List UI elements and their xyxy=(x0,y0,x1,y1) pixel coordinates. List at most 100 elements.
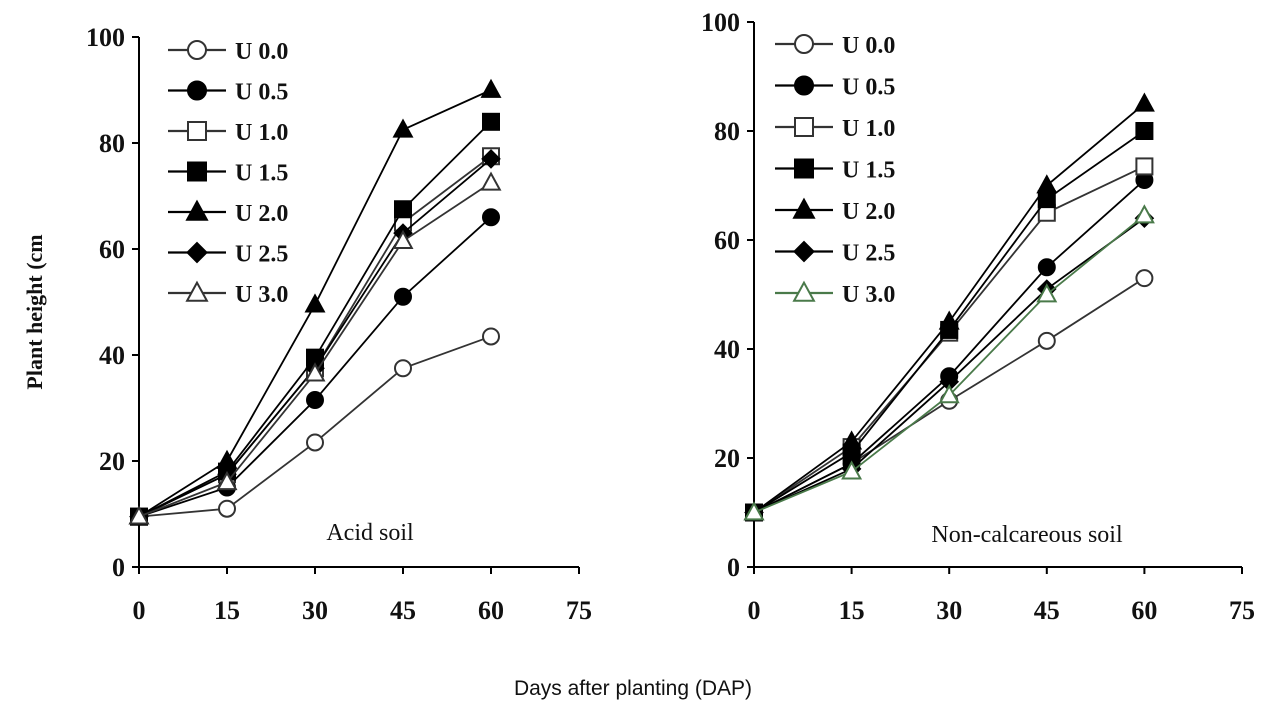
x-tick-label: 15 xyxy=(839,596,865,625)
data-point xyxy=(743,501,765,521)
legend-marker xyxy=(794,34,814,54)
legend-label: U 2.0 xyxy=(235,201,288,227)
x-axis-label: Days after planting (DAP) xyxy=(513,677,753,700)
data-point xyxy=(482,208,500,227)
legend-label: U 2.0 xyxy=(842,199,895,225)
legend-label: U 0.5 xyxy=(842,75,895,101)
legend-label: U 2.5 xyxy=(235,242,288,268)
y-tick-label: 0 xyxy=(112,553,125,582)
data-point xyxy=(480,78,502,98)
legend-label: U 1.0 xyxy=(235,120,288,146)
y-tick-label: 80 xyxy=(99,129,125,158)
legend-marker xyxy=(187,121,207,141)
x-tick-label: 30 xyxy=(936,596,962,625)
legend-item: U 1.5 xyxy=(775,158,895,184)
legend-item: U 2.0 xyxy=(168,199,288,227)
data-point xyxy=(1133,204,1155,224)
series-u-3-0 xyxy=(128,171,502,525)
legend-label: U 3.0 xyxy=(842,282,895,308)
data-point xyxy=(481,149,501,169)
x-tick-label: 30 xyxy=(302,596,328,625)
legend-marker xyxy=(792,280,816,302)
legend-item: U 1.0 xyxy=(775,116,895,142)
y-tick-label: 20 xyxy=(99,447,125,476)
legend-item: U 2.5 xyxy=(775,241,895,267)
data-point xyxy=(1133,92,1155,112)
legend-item: U 0.0 xyxy=(775,33,895,59)
data-point xyxy=(392,118,414,138)
legend-marker xyxy=(794,117,814,137)
legend-item: U 0.5 xyxy=(168,80,288,106)
legend: U 0.0 U 0.5 U 1.0 U 1.5 U 2.0 U 2.5 U 3.0 xyxy=(168,39,288,308)
x-tick-label: 45 xyxy=(1034,596,1060,625)
data-point xyxy=(938,310,960,330)
series-u-0-5 xyxy=(745,171,1154,522)
data-point xyxy=(1037,258,1056,277)
series-line xyxy=(753,179,1145,514)
data-point xyxy=(1135,122,1154,140)
y-tick-label: 0 xyxy=(727,553,740,582)
data-point xyxy=(938,384,960,404)
y-axis-label: Plant height (cm xyxy=(22,234,47,389)
x-tick-label: 60 xyxy=(1131,596,1157,625)
non-calcareous-soil-chart: 0 20 40 60 80 100 0 15 30 45 60 75 Non-calcareous so… xyxy=(701,8,1255,625)
data-point xyxy=(216,470,238,491)
series-u-1-5 xyxy=(130,112,500,526)
legend-label: U 1.5 xyxy=(235,161,288,187)
data-point xyxy=(306,433,324,452)
legend-item: U 1.0 xyxy=(168,120,288,146)
data-point xyxy=(482,327,500,346)
data-point xyxy=(1135,269,1154,288)
legend-marker xyxy=(794,158,814,179)
legend-label: U 0.5 xyxy=(235,80,288,106)
legend-marker xyxy=(187,161,207,182)
data-point xyxy=(306,391,324,410)
data-point xyxy=(218,499,236,518)
legend-marker xyxy=(187,40,207,60)
data-point xyxy=(394,200,412,219)
legend-marker xyxy=(793,240,815,263)
x-tick-label: 75 xyxy=(566,596,592,625)
legend-item: U 1.5 xyxy=(168,161,288,187)
data-point xyxy=(841,460,863,480)
legend-marker xyxy=(185,199,209,221)
legend-item: U 3.0 xyxy=(168,280,288,308)
data-point xyxy=(480,171,502,191)
series-u-2-5 xyxy=(129,149,501,527)
legend-marker xyxy=(185,280,209,302)
legend-label: U 1.5 xyxy=(842,158,895,184)
legend-label: U 0.0 xyxy=(842,33,895,59)
legend-item: U 2.0 xyxy=(775,197,895,225)
data-point xyxy=(1036,283,1058,303)
series-u-3-0 xyxy=(743,204,1155,521)
series-u-1-0 xyxy=(130,147,500,526)
x-tick-label: 60 xyxy=(478,596,504,625)
x-tick-label: 0 xyxy=(748,596,761,625)
series-u-2-0 xyxy=(128,78,502,525)
data-point xyxy=(1037,331,1056,350)
data-point xyxy=(394,359,412,378)
x-tick-label: 0 xyxy=(133,596,146,625)
legend-item: U 0.5 xyxy=(775,75,895,101)
legend-marker xyxy=(794,75,814,96)
data-point xyxy=(1135,157,1154,176)
data-point xyxy=(841,430,863,450)
x-tick-label: 45 xyxy=(390,596,416,625)
y-tick-label: 100 xyxy=(701,8,740,37)
legend-item: U 3.0 xyxy=(775,280,895,308)
data-point xyxy=(392,229,414,249)
data-point xyxy=(128,505,150,525)
legend-item: U 2.5 xyxy=(168,242,288,268)
data-point xyxy=(304,362,326,382)
y-tick-label: 60 xyxy=(99,235,125,264)
y-tick-label: 20 xyxy=(714,444,740,473)
panel-label: Acid soil xyxy=(326,520,414,546)
acid-soil-chart: 0 20 40 60 80 100 0 15 30 45 60 75 Plant height (cm A… xyxy=(22,23,592,625)
legend-marker xyxy=(186,241,208,264)
series-u-2-0 xyxy=(743,92,1155,521)
legend-marker xyxy=(187,80,207,101)
y-tick-label: 80 xyxy=(714,117,740,146)
legend-label: U 3.0 xyxy=(235,282,288,308)
y-tick-label: 40 xyxy=(714,335,740,364)
